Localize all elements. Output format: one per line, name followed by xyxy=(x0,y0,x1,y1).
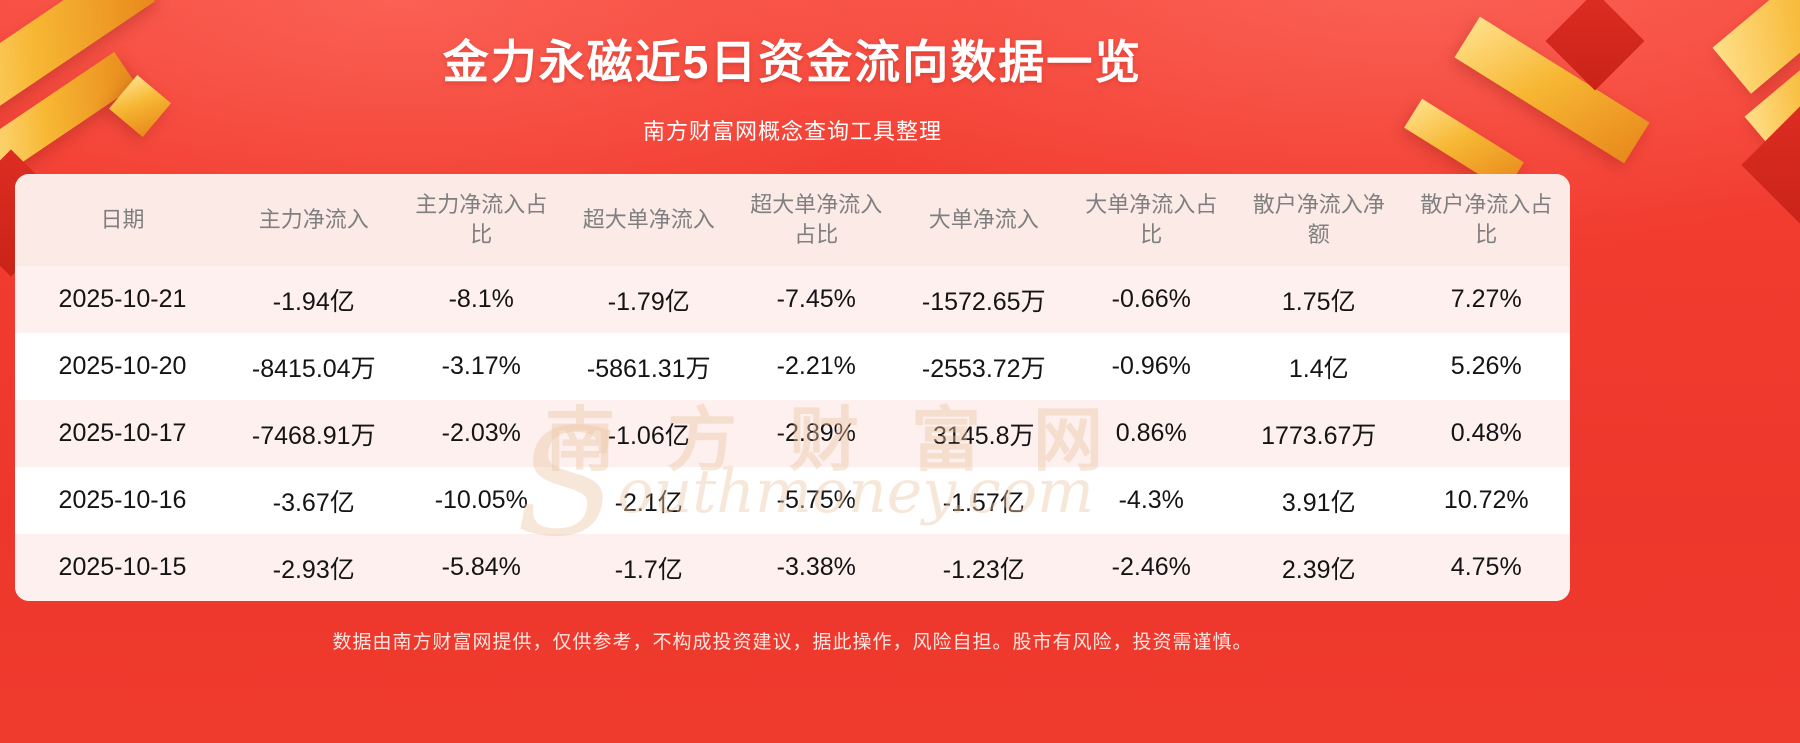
table-cell: -4.3% xyxy=(1118,486,1184,514)
table-cell-date: 2025-10-21 xyxy=(58,285,187,313)
table-header-row: 日期 主力净流入 主力净流入占比 超大单净流入 超大单净流入占比 大单净流入 大… xyxy=(15,174,1570,266)
table-cell: -1.94亿 xyxy=(272,287,355,316)
table-cell: -2553.72万 xyxy=(921,354,1046,383)
header-label-date: 日期 xyxy=(100,207,145,233)
table-cell: -7.45% xyxy=(776,285,856,313)
table-header-cell: 超大单净流入 xyxy=(565,174,733,266)
table-header-cell: 散户净流入净额 xyxy=(1235,174,1403,266)
table-cell: 3.91亿 xyxy=(1281,488,1356,517)
table-header-cell: 大单净流入 xyxy=(900,174,1068,266)
table-header-cell: 大单净流入占比 xyxy=(1068,174,1236,266)
table-cell-date: 2025-10-20 xyxy=(58,352,187,380)
header-label-retail-net-inflow: 散户净流入净额 xyxy=(1252,192,1385,247)
table-cell: -3.67亿 xyxy=(272,488,355,517)
table-cell: 7.27% xyxy=(1450,285,1522,313)
header-label-retail-net-inflow-pct: 散户净流入占比 xyxy=(1420,192,1553,247)
table-cell: 3145.8万 xyxy=(933,421,1035,450)
table-cell: -5.84% xyxy=(441,553,521,581)
table-cell: 1.4亿 xyxy=(1288,354,1349,383)
capital-flow-table: 日期 主力净流入 主力净流入占比 超大单净流入 超大单净流入占比 大单净流入 大… xyxy=(15,174,1570,601)
table-cell: -0.66% xyxy=(1111,285,1191,313)
table-header-cell: 日期 xyxy=(15,174,230,266)
table-header-cell: 主力净流入 xyxy=(230,174,398,266)
table-cell: -1.23亿 xyxy=(942,555,1025,584)
table-cell: -1572.65万 xyxy=(921,287,1046,316)
table-cell: 0.86% xyxy=(1115,419,1187,447)
table-cell: -8.1% xyxy=(448,285,514,313)
table-header-cell: 散户净流入占比 xyxy=(1403,174,1571,266)
table-cell-date: 2025-10-17 xyxy=(58,419,187,447)
table-header-cell: 超大单净流入占比 xyxy=(733,174,901,266)
table-cell-date: 2025-10-16 xyxy=(58,486,187,514)
table-cell: -10.05% xyxy=(434,486,528,514)
table-cell: 1.75亿 xyxy=(1281,287,1356,316)
table-cell: 10.72% xyxy=(1443,486,1529,514)
table-cell: -5.75% xyxy=(776,486,856,514)
table-cell: -5861.31万 xyxy=(586,354,711,383)
table-cell: 2.39亿 xyxy=(1281,555,1356,584)
table-cell: -3.17% xyxy=(441,352,521,380)
table-cell: -1.79亿 xyxy=(607,287,690,316)
disclaimer-text: 数据由南方财富网提供，仅供参考，不构成投资建议，据此操作，风险自担。股市有风险，… xyxy=(332,632,1253,653)
header-label-main-net-inflow: 主力净流入 xyxy=(258,207,369,233)
table-cell: -1.57亿 xyxy=(942,488,1025,517)
page-title: 金力永磁近5日资金流向数据一览 xyxy=(442,36,1143,88)
table-cell: -3.38% xyxy=(776,553,856,581)
table-cell: -2.89% xyxy=(776,419,856,447)
table-header-cell: 主力净流入占比 xyxy=(398,174,566,266)
table-cell-date: 2025-10-15 xyxy=(58,553,187,581)
table-row: 2025-10-16 -3.67亿 -10.05% -2.1亿 -5.75% -… xyxy=(15,467,1570,534)
table-cell: 0.48% xyxy=(1450,419,1522,447)
content-area: 金力永磁近5日资金流向数据一览 南方财富网概念查询工具整理 日期 主力净流入 主… xyxy=(15,0,1570,743)
table-cell: -2.93亿 xyxy=(272,555,355,584)
page-subtitle: 南方财富网概念查询工具整理 xyxy=(642,119,942,144)
table-cell: -7468.91万 xyxy=(251,421,376,450)
table-cell: -0.96% xyxy=(1111,352,1191,380)
table-row: 2025-10-15 -2.93亿 -5.84% -1.7亿 -3.38% -1… xyxy=(15,534,1570,601)
table-cell: -8415.04万 xyxy=(251,354,376,383)
table-cell: -2.03% xyxy=(441,419,521,447)
header-label-large-net-inflow: 大单净流入 xyxy=(928,207,1039,233)
header-label-xlarge-net-inflow: 超大单净流入 xyxy=(582,207,715,233)
table-cell: -1.06亿 xyxy=(607,421,690,450)
header-label-xlarge-net-inflow-pct: 超大单净流入占比 xyxy=(750,192,883,247)
header-label-main-net-inflow-pct: 主力净流入占比 xyxy=(415,192,548,247)
table-row: 2025-10-20 -8415.04万 -3.17% -5861.31万 -2… xyxy=(15,333,1570,400)
header-label-large-net-inflow-pct: 大单净流入占比 xyxy=(1085,192,1218,247)
table-row: 2025-10-17 -7468.91万 -2.03% -1.06亿 -2.89… xyxy=(15,400,1570,467)
table-cell: -1.7亿 xyxy=(614,555,683,584)
table-row: 2025-10-21 -1.94亿 -8.1% -1.79亿 -7.45% -1… xyxy=(15,266,1570,333)
table-cell: 5.26% xyxy=(1450,352,1522,380)
table-cell: 4.75% xyxy=(1450,553,1522,581)
table-cell: 1773.67万 xyxy=(1261,421,1377,450)
table-cell: -2.21% xyxy=(776,352,856,380)
table-cell: -2.46% xyxy=(1111,553,1191,581)
table-cell: -2.1亿 xyxy=(614,488,683,517)
